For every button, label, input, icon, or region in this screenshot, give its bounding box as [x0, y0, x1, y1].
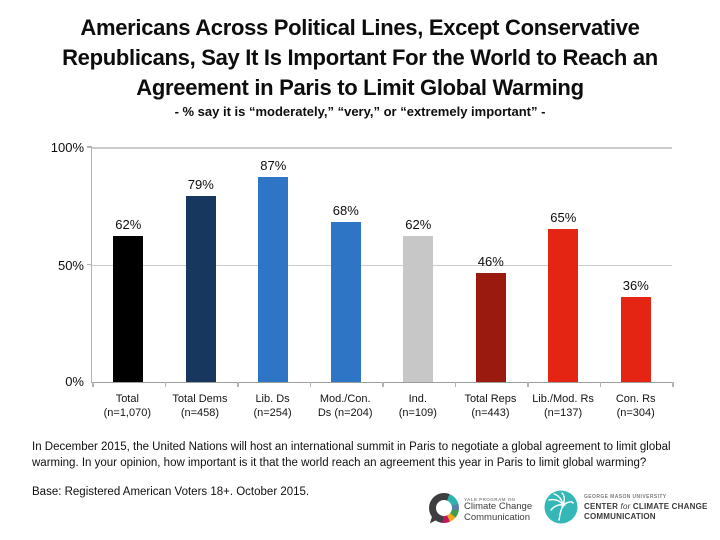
bar-value-label: 46%	[477, 254, 504, 270]
y-axis-label-50: 50%	[57, 257, 84, 273]
bar-slot: 79%	[165, 147, 238, 382]
bar-value-label: 65%	[550, 209, 577, 225]
gridline-50	[92, 264, 672, 266]
bar	[475, 273, 506, 382]
gridline-100	[92, 147, 672, 149]
x-axis-labels: Total (n=1,070) Total Dems (n=458) Lib. Ds (n…	[91, 392, 672, 420]
bar-slot: 87%	[237, 147, 310, 382]
bar	[185, 195, 216, 382]
x-axis-tick	[454, 382, 456, 387]
x-axis-tick	[382, 382, 384, 387]
slide-title-line-1: Americans Across Political Lines, Except…	[80, 15, 640, 40]
x-axis-category-label: Total (n=1,070)	[103, 393, 152, 419]
y-axis-tick	[87, 146, 92, 148]
yale-logo-text: YALE PROGRAM ON Climate Change Communica…	[464, 497, 532, 523]
bar-slot: 36%	[600, 147, 673, 382]
bar-slot: 46%	[455, 147, 528, 382]
gmu-center-label: CENTER for CLIMATE CHANGE	[584, 502, 708, 511]
yale-logo-ring-hole	[436, 500, 452, 516]
bar	[548, 228, 579, 382]
bar-slot: 65%	[527, 147, 600, 382]
gmu-palm-icon	[544, 490, 578, 524]
bar-slot: 62%	[382, 147, 455, 382]
title-block: Americans Across Political Lines, Except…	[0, 13, 720, 119]
x-axis-tick	[164, 382, 166, 387]
slide-title-line-2: Republicans, Say It Is Important For the…	[62, 45, 658, 70]
survey-question-text: In December 2015, the United Nations wil…	[32, 441, 671, 469]
bar	[620, 297, 651, 382]
plot-area: 100% 50% 0% 62% 79% 87% 68% 62% 46% 65% 36%	[51, 140, 674, 389]
bar	[258, 176, 289, 382]
bar	[113, 235, 144, 382]
slide-subtitle: - % say it is “moderately,” “very,” or “…	[174, 104, 546, 119]
x-axis-category-label: Lib. Ds (n=254)	[253, 393, 292, 419]
bar-value-label: 62%	[115, 216, 142, 232]
gmu-logo-text: GEORGE MASON UNIVERSITY CENTER for CLIMA…	[584, 494, 708, 521]
y-axis-label-100: 100%	[50, 140, 84, 155]
bar	[403, 235, 434, 382]
slide-title-line-3: Agreement in Paris to Limit Global Warmi…	[136, 75, 584, 100]
bar-value-label: 79%	[187, 176, 214, 192]
y-axis-label-0: 0%	[65, 374, 84, 389]
x-axis-tick	[599, 382, 601, 387]
x-axis-category-label: Total Dems (n=458)	[172, 393, 228, 419]
base-note: Base: Registered American Voters 18+. Oc…	[32, 486, 310, 498]
x-axis-category-label: Mod./Con. Ds (n=204)	[317, 393, 373, 419]
gmu-university-label: GEORGE MASON UNIVERSITY	[584, 494, 667, 500]
x-axis-tick	[237, 382, 239, 387]
x-axis-tick	[672, 382, 674, 387]
bar	[330, 221, 361, 382]
gmu-center-logo	[544, 490, 578, 529]
x-axis-tick	[92, 382, 94, 387]
yale-program-logo	[429, 493, 459, 527]
x-axis-category-label: Lib./Mod. Rs (n=137)	[532, 393, 594, 419]
yale-logo-speech-tail	[429, 514, 442, 527]
y-axis-tick	[87, 263, 92, 265]
yale-program-on-label: YALE PROGRAM ON	[464, 497, 516, 502]
x-axis-category-label: Total Reps (n=443)	[464, 393, 517, 419]
gmu-communication-label: COMMUNICATION	[584, 512, 656, 521]
bar-value-label: 62%	[405, 216, 432, 232]
yale-communication-label: Communication	[464, 511, 530, 523]
bar-value-label: 36%	[622, 278, 649, 294]
x-axis-category-label: Con. Rs (n=304)	[615, 393, 656, 419]
x-axis-tick	[527, 382, 529, 387]
bar-value-label: 68%	[332, 202, 359, 218]
bar-slot: 68%	[310, 147, 383, 382]
bar-slot: 62%	[92, 147, 165, 382]
yale-climate-change-label: Climate Change	[464, 501, 533, 512]
bar-value-label: 87%	[260, 157, 287, 173]
x-axis-tick	[309, 382, 311, 387]
x-axis-category-label: Ind. (n=109)	[398, 393, 437, 419]
